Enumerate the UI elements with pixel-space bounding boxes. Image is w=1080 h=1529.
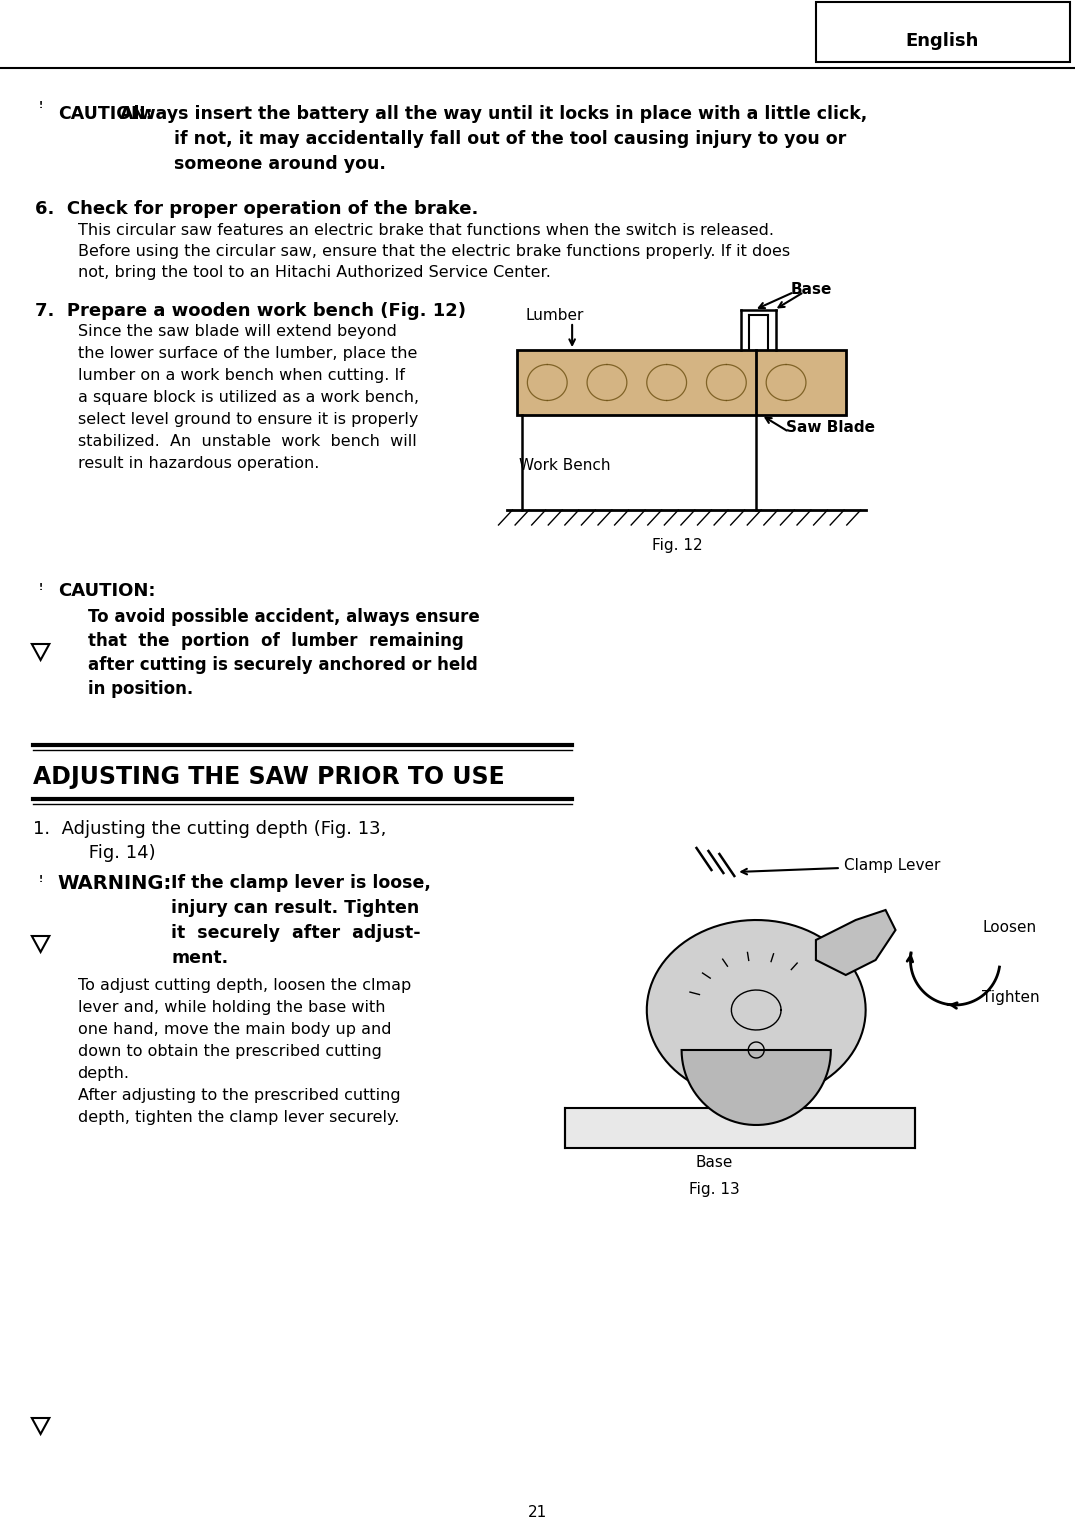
- Text: after cutting is securely anchored or held: after cutting is securely anchored or he…: [87, 656, 477, 674]
- Text: stabilized.  An  unstable  work  bench  will: stabilized. An unstable work bench will: [78, 434, 417, 450]
- Text: Work Bench: Work Bench: [519, 459, 611, 472]
- Text: To avoid possible accident, always ensure: To avoid possible accident, always ensur…: [87, 609, 480, 625]
- Text: CAUTION:: CAUTION:: [57, 583, 156, 599]
- Text: Before using the circular saw, ensure that the electric brake functions properly: Before using the circular saw, ensure th…: [78, 245, 789, 258]
- Polygon shape: [31, 1417, 50, 1434]
- Text: To adjust cutting depth, loosen the clmap: To adjust cutting depth, loosen the clma…: [78, 979, 410, 992]
- Polygon shape: [31, 936, 50, 953]
- Text: Fig. 12: Fig. 12: [651, 538, 702, 553]
- Text: 6.  Check for proper operation of the brake.: 6. Check for proper operation of the bra…: [35, 200, 478, 219]
- Text: lever and, while holding the base with: lever and, while holding the base with: [78, 1000, 386, 1015]
- Text: depth.: depth.: [78, 1066, 130, 1081]
- Polygon shape: [681, 1050, 831, 1125]
- Text: 7.  Prepare a wooden work bench (Fig. 12): 7. Prepare a wooden work bench (Fig. 12): [35, 303, 465, 320]
- Text: a square block is utilized as a work bench,: a square block is utilized as a work ben…: [78, 390, 419, 405]
- Text: select level ground to ensure it is properly: select level ground to ensure it is prop…: [78, 411, 418, 427]
- Text: Fig. 13: Fig. 13: [689, 1182, 740, 1197]
- Text: if not, it may accidentally fall out of the tool causing injury to you or: if not, it may accidentally fall out of …: [174, 130, 847, 148]
- Text: English: English: [906, 32, 978, 50]
- Text: !: !: [39, 875, 42, 884]
- Text: that  the  portion  of  lumber  remaining: that the portion of lumber remaining: [87, 631, 463, 650]
- Text: Base: Base: [791, 281, 833, 297]
- Text: someone around you.: someone around you.: [174, 154, 386, 173]
- Text: it  securely  after  adjust-: it securely after adjust-: [171, 924, 421, 942]
- Text: Base: Base: [696, 1154, 733, 1170]
- Text: Saw Blade: Saw Blade: [786, 420, 875, 434]
- Text: !: !: [39, 583, 42, 592]
- Text: !: !: [39, 101, 42, 110]
- Text: Tighten: Tighten: [982, 989, 1040, 1005]
- Text: depth, tighten the clamp lever securely.: depth, tighten the clamp lever securely.: [78, 1110, 399, 1125]
- Text: Lumber: Lumber: [525, 307, 584, 323]
- Text: the lower surface of the lumber, place the: the lower surface of the lumber, place t…: [78, 346, 417, 361]
- Bar: [815, 2, 1069, 63]
- Text: in position.: in position.: [87, 680, 193, 699]
- Text: down to obtain the prescribed cutting: down to obtain the prescribed cutting: [78, 1044, 381, 1060]
- Text: ment.: ment.: [171, 950, 228, 966]
- Bar: [517, 350, 846, 414]
- Text: one hand, move the main body up and: one hand, move the main body up and: [78, 1021, 391, 1037]
- Text: ADJUSTING THE SAW PRIOR TO USE: ADJUSTING THE SAW PRIOR TO USE: [32, 764, 504, 789]
- Text: Loosen: Loosen: [982, 920, 1036, 936]
- Text: Clamp Lever: Clamp Lever: [843, 858, 941, 873]
- Text: result in hazardous operation.: result in hazardous operation.: [78, 456, 319, 471]
- Text: Fig. 14): Fig. 14): [59, 844, 156, 862]
- Bar: [565, 1109, 916, 1148]
- Polygon shape: [31, 644, 50, 661]
- Text: lumber on a work bench when cutting. If: lumber on a work bench when cutting. If: [78, 368, 405, 382]
- Polygon shape: [647, 920, 866, 1099]
- Text: If the clamp lever is loose,: If the clamp lever is loose,: [171, 875, 431, 891]
- Text: Since the saw blade will extend beyond: Since the saw blade will extend beyond: [78, 324, 396, 339]
- Text: This circular saw features an electric brake that functions when the switch is r: This circular saw features an electric b…: [78, 223, 773, 239]
- Text: CAUTION:: CAUTION:: [57, 106, 152, 122]
- Polygon shape: [815, 910, 895, 976]
- Text: injury can result. Tighten: injury can result. Tighten: [171, 899, 419, 917]
- Text: 21: 21: [528, 1505, 546, 1520]
- Text: 1.  Adjusting the cutting depth (Fig. 13,: 1. Adjusting the cutting depth (Fig. 13,: [32, 820, 387, 838]
- Text: WARNING:: WARNING:: [57, 875, 172, 893]
- Text: not, bring the tool to an Hitachi Authorized Service Center.: not, bring the tool to an Hitachi Author…: [78, 265, 551, 280]
- Text: After adjusting to the prescribed cutting: After adjusting to the prescribed cuttin…: [78, 1089, 401, 1102]
- Text: Always insert the battery all the way until it locks in place with a little clic: Always insert the battery all the way un…: [114, 106, 867, 122]
